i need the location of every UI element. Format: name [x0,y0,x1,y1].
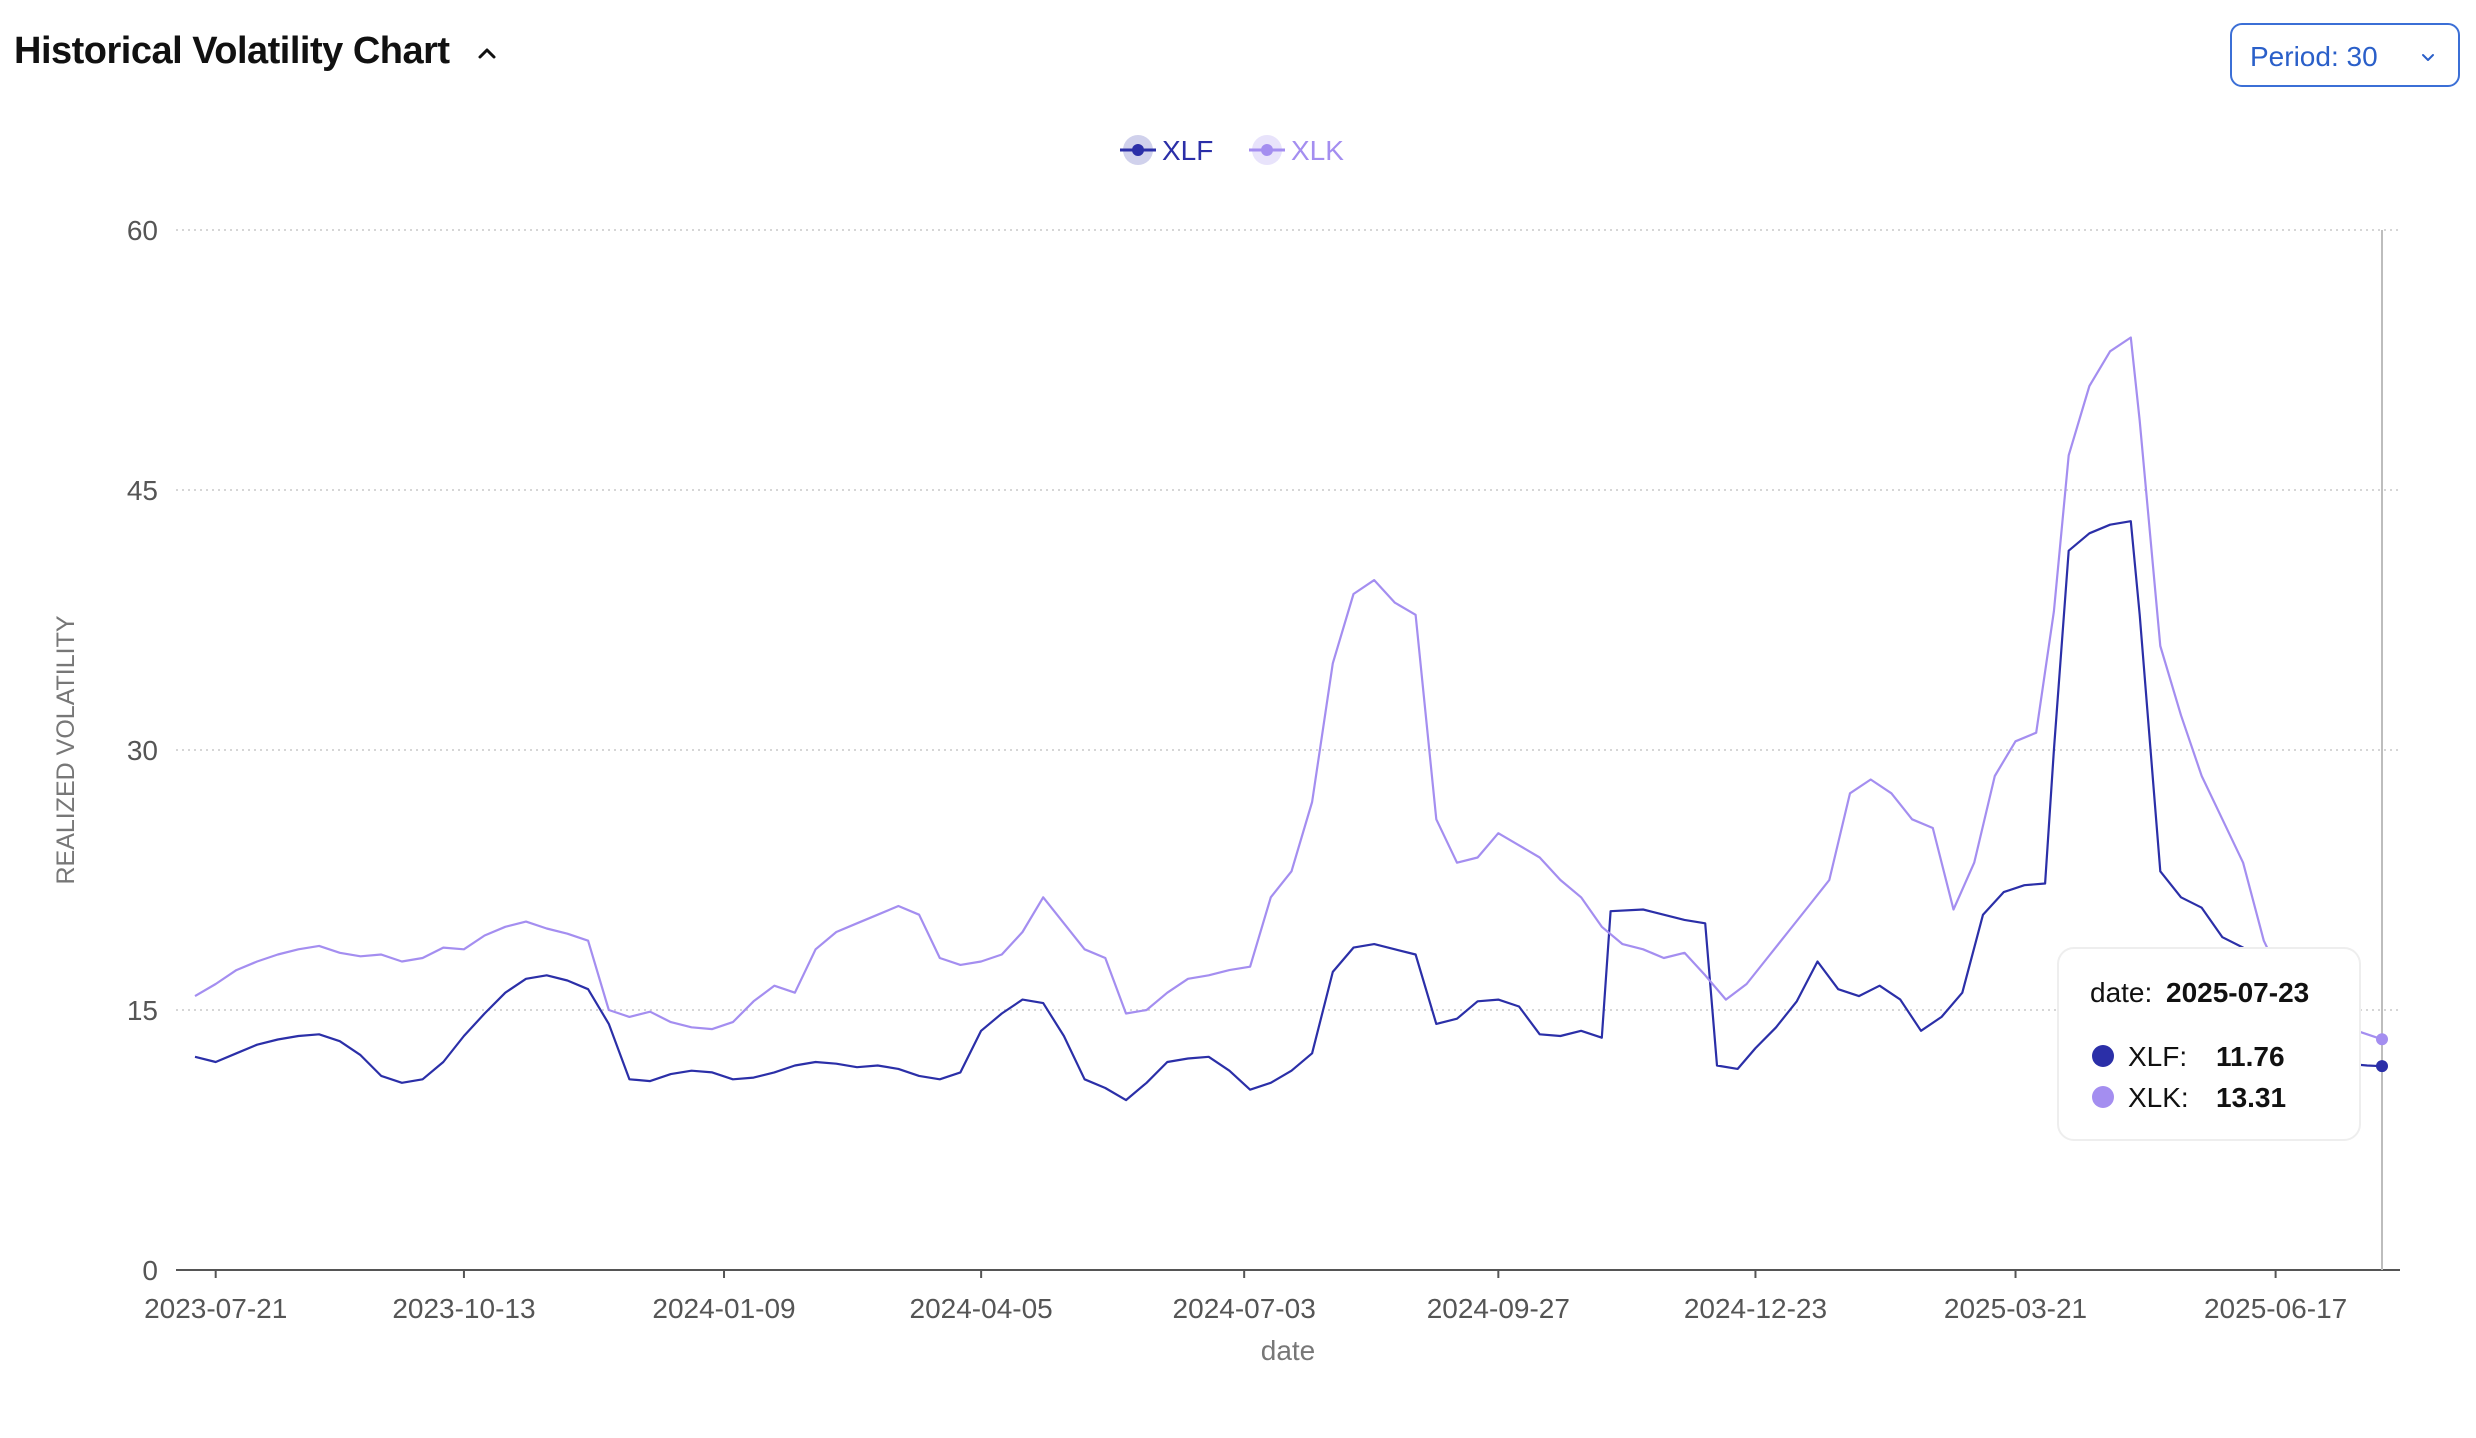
x-tick-label-2024-01-09: 2024-01-09 [652,1293,795,1324]
tooltip-xlf-swatch [2092,1045,2114,1067]
grid-lines [176,229,2400,1271]
tooltip-date-label: date: [2090,977,2152,1008]
y-axis-ticks: 0 15 45 60 30 [127,215,158,1286]
period-select-value: Period: 30 [2250,41,2378,72]
tooltip-xlk-swatch [2092,1086,2114,1108]
x-tick-label-2023-10-13: 2023-10-13 [392,1293,535,1324]
legend-label-xlk: XLK [1291,135,1344,166]
x-tick-label-2024-04-05: 2024-04-05 [910,1293,1053,1324]
series-layer [194,336,2383,1102]
x-tick-label-2024-07-03: 2024-07-03 [1173,1293,1316,1324]
legend-item-xlf[interactable]: XLF [1120,135,1213,166]
hover-point-xlf [2376,1060,2388,1073]
chart-legend: XLF XLK [1120,135,1344,166]
tooltip-date-value: 2025-07-23 [2166,977,2309,1008]
x-axis-ticks: 2023-07-21 2023-10-13 2024-01-09 2024-04-05… [144,1270,2347,1324]
x-tick-label-2025-03-21: 2025-03-21 [1944,1293,2087,1324]
chart-header: Historical Volatility Chart Period: 30 [0,0,2476,110]
hover-point-xlk [2376,1033,2388,1046]
y-axis-label: REALIZED VOLATILITY [52,615,80,884]
y-tick-label-0: 0 [142,1255,158,1286]
period-select[interactable]: Period: 30 [2230,23,2460,87]
page-title: Historical Volatility Chart [14,30,450,72]
tooltip-xlk-name: XLK: [2128,1082,2189,1113]
legend-label-xlf: XLF [1162,135,1213,166]
chevron-down-icon [2418,47,2438,67]
series-line-xlk [194,336,2383,1041]
tooltip-xlk-value: 13.31 [2216,1082,2286,1113]
x-tick-label-2024-09-27: 2024-09-27 [1427,1293,1570,1324]
y-tick-label-45: 45 [127,475,158,506]
x-tick-label-2025-06-17: 2025-06-17 [2204,1293,2347,1324]
hover-points [2376,1033,2388,1073]
y-tick-label-15: 15 [127,995,158,1026]
series-line-xlf [194,520,2383,1102]
collapse-chevron-up-icon[interactable] [472,38,502,68]
y-tick-label-60: 60 [127,215,158,246]
x-tick-label-2024-12-23: 2024-12-23 [1684,1293,1827,1324]
x-tick-label-2023-07-21: 2023-07-21 [144,1293,287,1324]
x-axis-label: date [1261,1335,1316,1366]
y-tick-label-30: 30 [127,735,158,766]
legend-item-xlk[interactable]: XLK [1249,135,1344,166]
chart-tooltip: date: 2025-07-23 XLF: 11.76 XLK: 13.31 [2057,947,2361,1141]
tooltip-xlf-value: 11.76 [2216,1041,2285,1072]
tooltip-xlf-name: XLF: [2128,1041,2187,1072]
